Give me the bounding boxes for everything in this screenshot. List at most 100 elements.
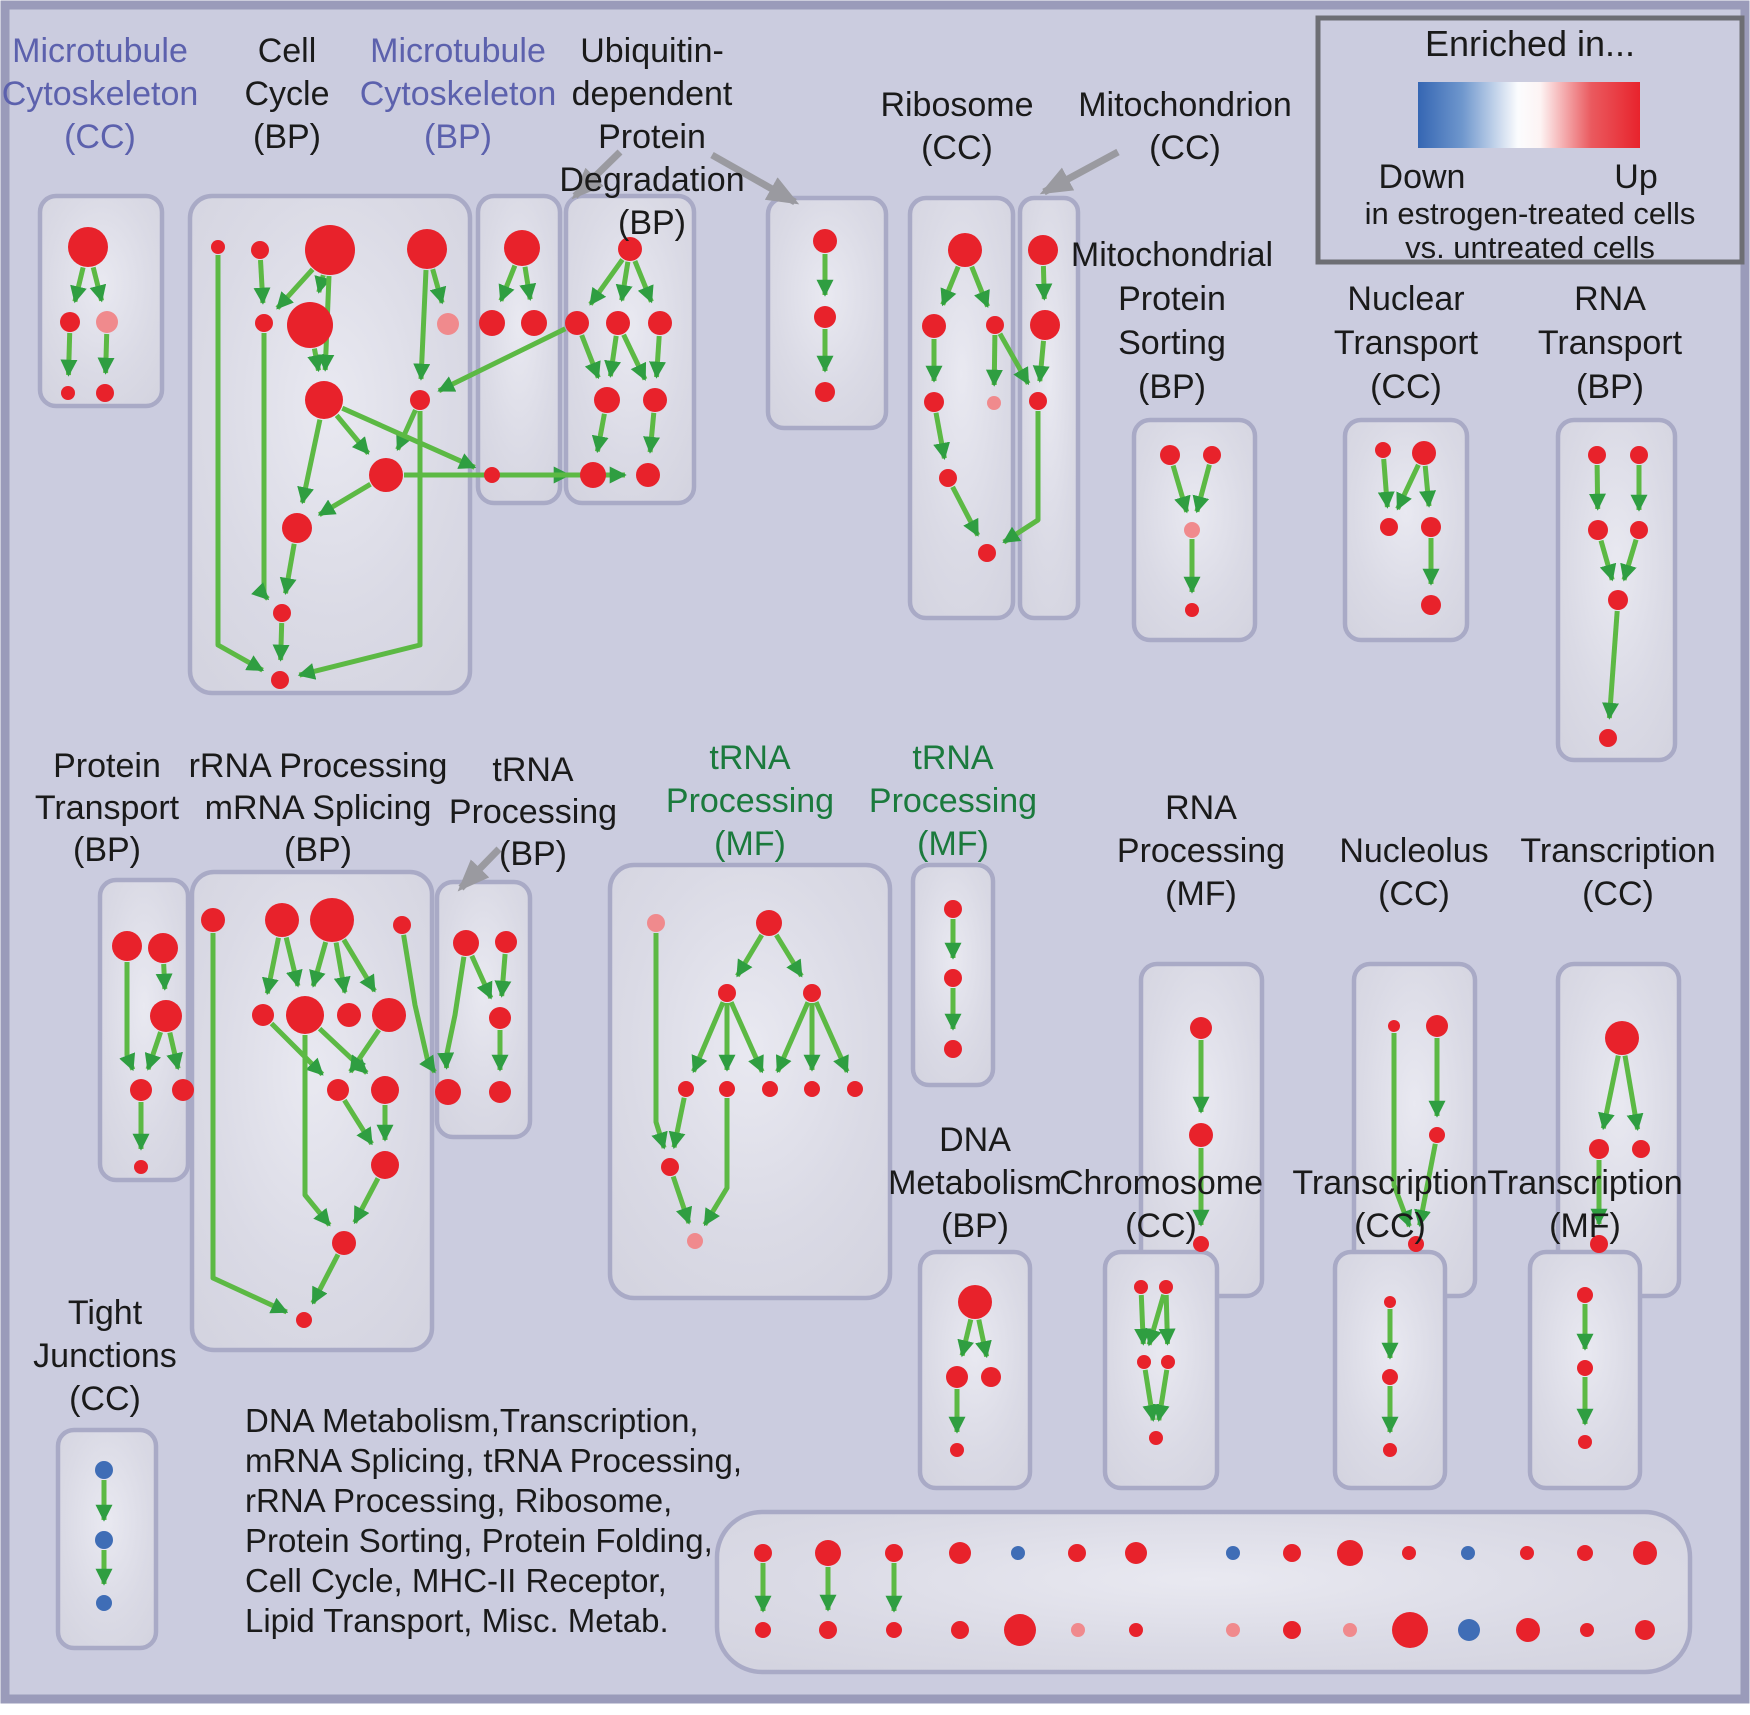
node-x6 <box>1068 1544 1086 1562</box>
edge-m2-m3 <box>494 953 512 998</box>
label-mitochondrion-line-2: (CC) <box>1149 129 1221 167</box>
node-l7 <box>337 1003 361 1027</box>
edge-nc-nh <box>668 1097 687 1150</box>
node-t3 <box>1137 1355 1151 1369</box>
label-transcription-mf: Transcription (MF) <box>1487 1164 1682 1245</box>
node-b4 <box>407 229 447 269</box>
node-ni <box>687 1233 703 1249</box>
node-o3 <box>944 1040 962 1058</box>
node-u2 <box>1382 1369 1398 1385</box>
label-trna-mf-small-line-3: (MF) <box>917 825 989 863</box>
edge-b9-b10 <box>395 408 418 452</box>
node-j3 <box>1588 520 1608 540</box>
label-transcription-mf-line-1: Transcription <box>1487 1164 1682 1202</box>
node-c4 <box>484 467 500 483</box>
node-i2 <box>1412 441 1436 465</box>
edge-np-nh <box>651 933 668 1150</box>
edge-k2-k3 <box>155 963 173 991</box>
label-trna-mf-large-line-1: tRNA <box>709 739 791 777</box>
label-rrna: rRNA Processing mRNA Splicing (BP) <box>189 747 448 869</box>
node-b12 <box>282 513 312 543</box>
label-trna-mf-small-line-1: tRNA <box>912 739 994 777</box>
node-f4 <box>924 392 944 412</box>
node-w3 <box>96 1595 112 1611</box>
box-nuclear-transport <box>1342 417 1470 643</box>
edge-b1-b14 <box>215 255 265 673</box>
label-trna-bp-line-1: tRNA <box>492 751 574 789</box>
node-x27 <box>1458 1619 1480 1641</box>
node-i3 <box>1380 518 1398 536</box>
edge-l3-l8 <box>341 938 377 993</box>
node-l12 <box>332 1231 356 1255</box>
edge-d6-d8 <box>643 412 661 454</box>
node-l4 <box>393 916 411 934</box>
node-x17 <box>819 1621 837 1639</box>
node-x22 <box>1129 1623 1143 1637</box>
node-c2 <box>479 310 505 336</box>
label-nucleolus-line-1: Nucleolus <box>1339 832 1488 870</box>
box-rrna <box>189 869 435 1353</box>
node-e1 <box>813 229 837 253</box>
label-microtubule-cc-line-1: Microtubule <box>12 32 188 70</box>
edge-l12-l13 <box>310 1253 341 1305</box>
label-mitochondrion: Mitochondrion (CC) <box>1078 86 1292 167</box>
node-x28 <box>1516 1618 1540 1642</box>
node-b7 <box>437 313 459 335</box>
node-x19 <box>951 1621 969 1639</box>
node-b14 <box>271 671 289 689</box>
node-q1 <box>1388 1020 1400 1032</box>
arrow-to-ubiq-box-1 <box>571 149 623 200</box>
node-p3 <box>1193 1236 1209 1252</box>
node-j1 <box>1588 446 1606 464</box>
label-mito-sorting-line-4: (BP) <box>1138 368 1206 406</box>
node-i4 <box>1421 517 1441 537</box>
label-ubiquitin-line-1: Ubiquitin- <box>580 32 724 70</box>
node-k4 <box>130 1079 152 1101</box>
edge-b8-b10 <box>334 413 371 455</box>
node-l13 <box>296 1312 312 1328</box>
edge-f1-f2 <box>940 265 961 307</box>
node-b1 <box>211 240 225 254</box>
node-g2 <box>1030 310 1060 340</box>
label-microtubule-cc: Microtubule Cytoskeleton (CC) <box>2 32 199 156</box>
arrow-to-ubiq-box-2 <box>710 151 800 206</box>
node-a2 <box>60 312 80 332</box>
node-a3 <box>96 311 118 333</box>
label-rna-processing: RNA Processing (MF) <box>1117 789 1285 913</box>
node-b8 <box>305 381 343 419</box>
node-x30 <box>1635 1620 1655 1640</box>
node-d8 <box>636 463 660 487</box>
label-cell-cycle-line-3: (BP) <box>253 118 321 156</box>
label-transcription-cc-2-line-2: (CC) <box>1354 1207 1426 1245</box>
box-mt-cc <box>37 193 165 409</box>
label-rna-transport-line-3: (BP) <box>1576 368 1644 406</box>
label-rna-transport-line-2: Transport <box>1538 324 1683 362</box>
label-microtubule-bp-line-1: Microtubule <box>370 32 546 70</box>
node-x7 <box>1125 1542 1147 1564</box>
label-rna-transport-line-1: RNA <box>1574 280 1646 318</box>
edge-l4-m4 <box>401 934 437 1074</box>
node-e3 <box>815 382 835 402</box>
node-c3 <box>521 310 547 336</box>
node-k6 <box>134 1160 148 1174</box>
edge-b5-b13 <box>251 333 270 601</box>
edge-g3-f7 <box>1002 411 1041 545</box>
edge-q1-q4 <box>1391 1033 1413 1228</box>
node-ng <box>847 1081 863 1097</box>
node-x8 <box>1226 1546 1240 1560</box>
legend-title: Enriched in... <box>1425 23 1635 64</box>
label-ubiquitin: Ubiquitin-dependent Protein Degradation (BP… <box>559 32 744 242</box>
node-d3 <box>606 311 630 335</box>
node-f3 <box>986 316 1004 334</box>
label-mitochondrion-line-1: Mitochondrion <box>1078 86 1292 124</box>
edge-a2-a4 <box>60 332 78 377</box>
label-ubiquitin-line-4: Degradation <box>559 161 744 199</box>
node-b6 <box>287 302 333 348</box>
label-transcription-mf-line-2: (MF) <box>1549 1207 1621 1245</box>
node-r2 <box>1589 1139 1609 1159</box>
node-f7 <box>978 544 996 562</box>
node-s2 <box>946 1366 968 1388</box>
node-e2 <box>814 306 836 328</box>
misc-text-line-4: Protein Sorting, Protein Folding, <box>245 1522 713 1559</box>
